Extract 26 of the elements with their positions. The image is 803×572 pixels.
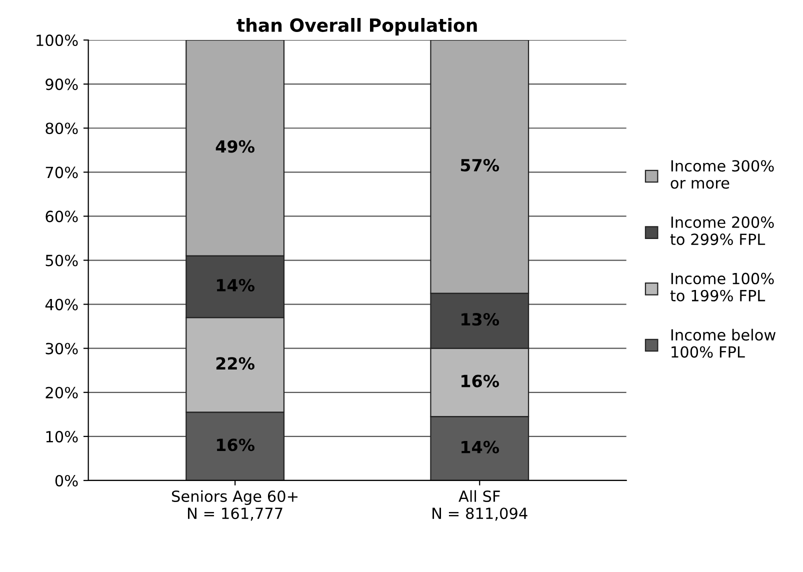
legend-label: Income 200% to 299% FPL: [670, 216, 774, 246]
y-tick-label: 100%: [36, 34, 78, 46]
data-label: 22%: [216, 357, 254, 370]
y-tick-label: 80%: [46, 122, 78, 134]
y-tick-label: 40%: [45, 298, 78, 310]
x-tick-label: All SF N = 811,094: [432, 490, 528, 521]
y-tick-label: 20%: [46, 386, 78, 398]
y-tick-label: 90%: [46, 78, 78, 90]
y-tick-label: 60%: [46, 210, 78, 222]
y-tick-label: 70%: [46, 166, 78, 178]
chart-title: than Overall Population: [236, 18, 477, 36]
legend-label: Income 100% to 199% FPL: [670, 272, 774, 302]
data-label: 14%: [462, 440, 500, 454]
data-label: 16%: [462, 374, 500, 388]
legend-label: Income 300% or more: [670, 160, 774, 189]
y-tick-label: 30%: [46, 342, 78, 354]
legend-label: Income below 100% FPL: [671, 328, 776, 358]
y-tick-label: 50%: [46, 254, 78, 266]
y-tick-label: 0%: [55, 474, 78, 486]
data-label: 57%: [460, 158, 500, 172]
x-tick-label: Seniors Age 60+ N = 161,777: [172, 490, 298, 521]
data-label: 49%: [216, 140, 254, 153]
data-label: 14%: [216, 278, 254, 292]
data-label: 16%: [216, 438, 254, 452]
data-label: 13%: [462, 313, 500, 326]
y-tick-label: 10%: [46, 430, 78, 442]
